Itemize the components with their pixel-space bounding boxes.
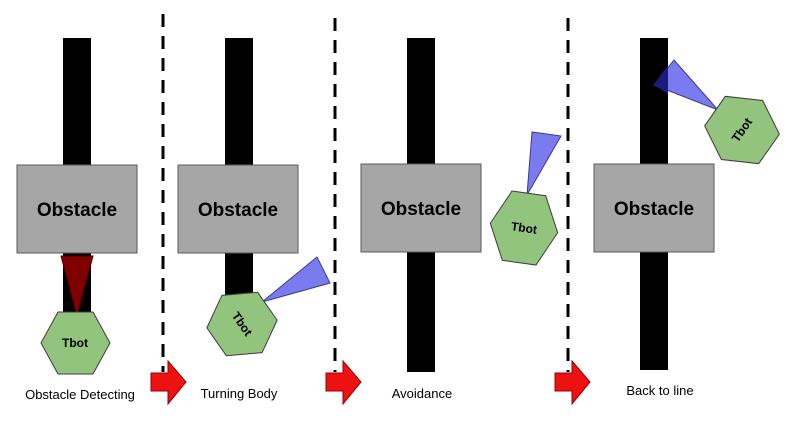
arrow-right-icon [325,359,362,406]
panel-caption: Back to line [626,383,693,398]
robot-hexagon [704,95,780,165]
obstacle-label: Obstacle [614,199,694,220]
obstacle-box [16,164,138,254]
sensor-beam-detecting [60,255,94,318]
panel-back-to-line: Obstacle Tbot Back to line [593,38,780,398]
robot-hexagon [489,190,559,266]
sensor-beam-on-line [654,68,668,94]
robot-label: Tbot [510,219,538,236]
panel-caption: Obstacle Detecting [25,387,135,402]
robot-hexagon [206,291,278,357]
panel-obstacle-detecting: Obstacle Tbot Obstacle Detecting [16,38,138,402]
arrow-right-icon [150,359,187,406]
sensor-beam [261,256,331,303]
panel-avoidance: Obstacle Tbot Avoidance [360,38,562,401]
obstacle-box [593,163,715,253]
panel-caption: Avoidance [392,386,452,401]
obstacle-box [360,163,482,253]
sensor-beam [526,131,562,196]
obstacle-label: Obstacle [198,200,278,221]
arrow-right-icon [554,359,591,406]
obstacle-label: Obstacle [381,199,461,220]
panel-caption: Turning Body [201,386,278,401]
obstacle-box [177,164,299,254]
panel-turning-body: Obstacle Tbot Turning Body [177,38,331,401]
robot-hexagon [40,311,111,375]
obstacle-label: Obstacle [37,200,117,221]
robot-label: Tbot [62,336,88,350]
